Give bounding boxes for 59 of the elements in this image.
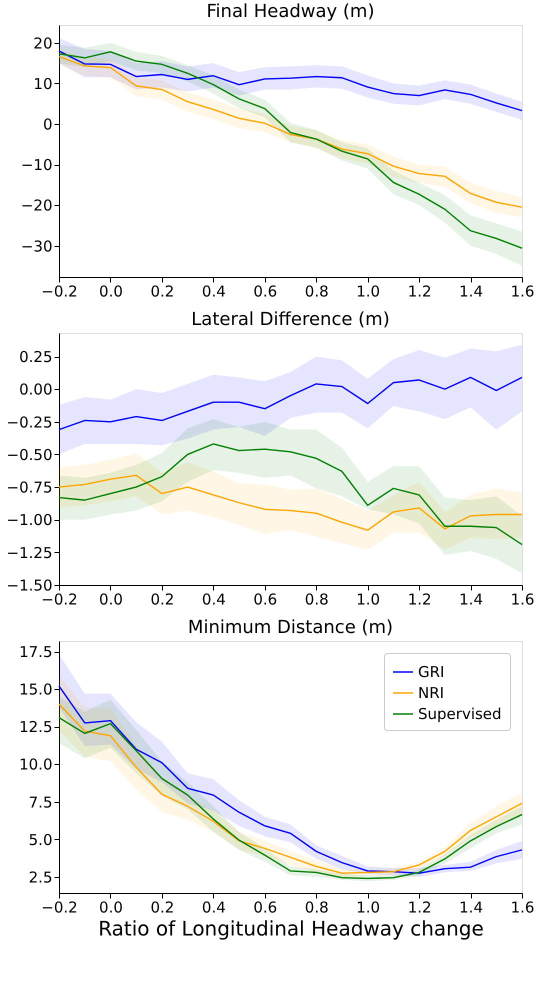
y-tick-label: −10 — [20, 156, 52, 174]
x-tick-label: 0.0 — [99, 590, 123, 608]
y-tick-label: −20 — [20, 196, 52, 215]
legend-label: GRI — [418, 663, 444, 681]
x-tick-label: 1.4 — [459, 282, 483, 300]
y-tick-label: −1.25 — [6, 544, 52, 562]
y-tick-label: 2.5 — [28, 868, 52, 886]
legend-label: Supervised — [418, 705, 502, 723]
x-tick-label: 0.6 — [253, 590, 278, 608]
x-tick-label: 0.0 — [99, 898, 123, 916]
chart-title: Final Headway (m) — [206, 1, 374, 22]
chart-title: Minimum Distance (m) — [188, 617, 394, 638]
x-tick-label: 0.8 — [304, 590, 329, 608]
x-tick-label: 0.2 — [150, 282, 174, 300]
x-tick-label: 1.6 — [510, 282, 534, 300]
y-tick-label: 10.0 — [19, 756, 52, 774]
x-tick-label: 1.0 — [356, 898, 380, 916]
y-tick-label: −1.00 — [6, 511, 52, 530]
line-series — [58, 50, 523, 112]
y-tick-label: −30 — [20, 237, 52, 256]
x-tick-label: 0.2 — [150, 590, 174, 608]
line-series — [58, 376, 523, 430]
x-tick-label: 0.6 — [253, 898, 278, 916]
y-tick-label: 15.0 — [19, 680, 52, 699]
x-tick-label: 1.2 — [408, 898, 432, 916]
x-tick-label: 1.0 — [356, 590, 380, 608]
x-tick-label: 0.8 — [304, 282, 329, 300]
x-tick-label: −0.2 — [41, 282, 78, 300]
y-tick-label: 0.00 — [19, 380, 52, 399]
x-tick-label: 0.4 — [202, 590, 226, 608]
x-tick-label: 0.0 — [99, 282, 123, 300]
x-tick-label: 0.8 — [304, 898, 329, 916]
y-tick-label: −0.25 — [6, 413, 52, 432]
line-series — [58, 474, 523, 531]
x-tick-label: 1.0 — [356, 282, 380, 300]
y-tick-label: 0 — [42, 116, 52, 134]
y-tick-label: 10 — [33, 74, 52, 93]
legend-label: NRI — [418, 684, 444, 702]
x-tick-label: 1.6 — [510, 898, 534, 916]
y-tick-label: 7.5 — [28, 793, 52, 812]
y-tick-label: 5.0 — [28, 830, 52, 849]
x-tick-label: 1.2 — [408, 590, 432, 608]
y-tick-label: 0.25 — [19, 348, 52, 366]
x-tick-label: 0.6 — [253, 282, 278, 300]
y-tick-label: 17.5 — [19, 643, 52, 662]
x-axis-title: Ratio of Longitudinal Headway change — [98, 916, 484, 940]
x-tick-label: −0.2 — [41, 898, 78, 916]
x-tick-label: 0.4 — [202, 898, 226, 916]
y-tick-label: −0.75 — [6, 478, 52, 497]
y-tick-label: 12.5 — [19, 718, 52, 736]
x-tick-label: 1.4 — [459, 898, 483, 916]
x-tick-label: 1.6 — [510, 590, 534, 608]
x-tick-label: 0.2 — [150, 898, 174, 916]
x-tick-label: 1.4 — [459, 590, 483, 608]
x-tick-label: 1.2 — [408, 282, 432, 300]
x-tick-label: 0.4 — [202, 282, 226, 300]
y-tick-label: −0.50 — [6, 446, 52, 464]
chart-title: Lateral Difference (m) — [191, 309, 390, 330]
y-tick-label: 20 — [33, 34, 52, 52]
